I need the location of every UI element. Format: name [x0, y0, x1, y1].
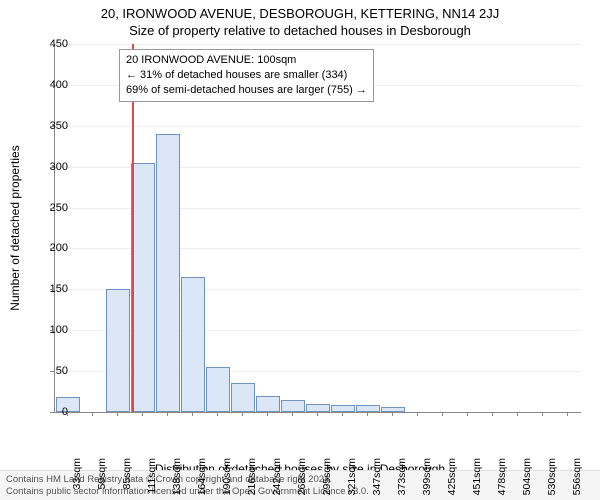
histogram-bar	[181, 277, 205, 412]
y-tick-label: 0	[28, 406, 68, 418]
x-tick-label: 399sqm	[421, 458, 433, 495]
y-tick-label: 50	[28, 365, 68, 377]
x-tick-mark	[517, 412, 518, 416]
plot-area: 20 IRONWOOD AVENUE: 100sqm← 31% of detac…	[54, 44, 581, 413]
x-tick-label: 190sqm	[221, 458, 233, 495]
histogram-bar	[331, 405, 355, 412]
x-tick-mark	[117, 412, 118, 416]
x-tick-mark	[467, 412, 468, 416]
y-tick-label: 250	[28, 202, 68, 214]
x-tick-mark	[367, 412, 368, 416]
y-tick-mark	[50, 126, 54, 127]
histogram-bar	[256, 396, 280, 412]
histogram-bar	[131, 163, 155, 412]
x-tick-label: 504sqm	[521, 458, 533, 495]
x-tick-mark	[342, 412, 343, 416]
x-tick-mark	[442, 412, 443, 416]
x-tick-label: 530sqm	[546, 458, 558, 495]
callout-box: 20 IRONWOOD AVENUE: 100sqm← 31% of detac…	[119, 49, 374, 102]
x-tick-mark	[217, 412, 218, 416]
y-tick-mark	[50, 330, 54, 331]
y-tick-mark	[50, 85, 54, 86]
y-tick-mark	[50, 167, 54, 168]
histogram-bar	[231, 383, 255, 412]
x-tick-label: 556sqm	[571, 458, 583, 495]
y-axis-label: Number of detached properties	[8, 145, 22, 310]
x-tick-label: 164sqm	[196, 458, 208, 495]
y-tick-mark	[50, 208, 54, 209]
y-tick-label: 450	[28, 38, 68, 50]
x-tick-label: 33sqm	[71, 458, 83, 490]
x-tick-label: 59sqm	[96, 458, 108, 490]
callout-line2: ← 31% of detached houses are smaller (33…	[126, 68, 367, 83]
x-tick-mark	[567, 412, 568, 416]
histogram-bar	[356, 405, 380, 412]
x-tick-mark	[492, 412, 493, 416]
x-tick-label: 347sqm	[371, 458, 383, 495]
grid-line	[55, 44, 581, 45]
callout-line3: 69% of semi-detached houses are larger (…	[126, 83, 367, 98]
y-tick-mark	[50, 412, 54, 413]
histogram-bar	[206, 367, 230, 412]
histogram-bar	[156, 134, 180, 412]
x-tick-mark	[417, 412, 418, 416]
x-tick-label: 478sqm	[496, 458, 508, 495]
x-tick-mark	[317, 412, 318, 416]
x-tick-label: 216sqm	[246, 458, 258, 495]
y-tick-label: 300	[28, 161, 68, 173]
x-tick-label: 425sqm	[446, 458, 458, 495]
x-tick-label: 111sqm	[146, 458, 158, 494]
chart-container: 20, IRONWOOD AVENUE, DESBOROUGH, KETTERI…	[0, 0, 600, 500]
y-tick-mark	[50, 371, 54, 372]
histogram-bar	[281, 400, 305, 412]
x-tick-mark	[167, 412, 168, 416]
x-tick-label: 242sqm	[271, 458, 283, 495]
histogram-bar	[306, 404, 330, 412]
x-tick-label: 321sqm	[346, 458, 358, 495]
y-tick-label: 100	[28, 324, 68, 336]
x-tick-mark	[267, 412, 268, 416]
y-tick-mark	[50, 44, 54, 45]
x-tick-mark	[392, 412, 393, 416]
x-tick-label: 268sqm	[296, 458, 308, 495]
y-tick-label: 400	[28, 79, 68, 91]
grid-line	[55, 126, 581, 127]
chart-title-main: 20, IRONWOOD AVENUE, DESBOROUGH, KETTERI…	[0, 0, 600, 21]
x-tick-mark	[142, 412, 143, 416]
x-tick-mark	[192, 412, 193, 416]
y-tick-mark	[50, 289, 54, 290]
y-tick-mark	[50, 248, 54, 249]
x-tick-label: 451sqm	[471, 458, 483, 495]
x-tick-mark	[292, 412, 293, 416]
histogram-bar	[381, 407, 405, 412]
x-tick-mark	[542, 412, 543, 416]
y-tick-label: 150	[28, 283, 68, 295]
callout-line1: 20 IRONWOOD AVENUE: 100sqm	[126, 53, 367, 68]
x-tick-mark	[67, 412, 68, 416]
x-tick-label: 373sqm	[396, 458, 408, 495]
x-tick-label: 138sqm	[171, 458, 183, 495]
histogram-bar	[106, 289, 130, 412]
chart-title-sub: Size of property relative to detached ho…	[0, 21, 600, 38]
x-tick-mark	[92, 412, 93, 416]
y-tick-label: 200	[28, 242, 68, 254]
y-tick-label: 350	[28, 120, 68, 132]
x-tick-label: 295sqm	[321, 458, 333, 495]
x-tick-mark	[242, 412, 243, 416]
x-tick-label: 85sqm	[121, 458, 133, 490]
